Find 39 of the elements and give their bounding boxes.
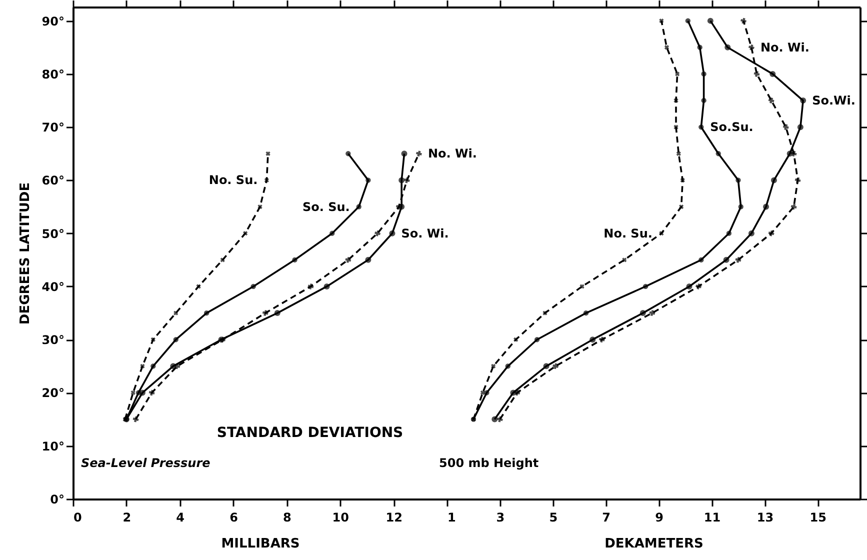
series-label: No. Su.	[604, 226, 652, 240]
series-label: So.Su.	[710, 120, 754, 134]
x-tick-label: 3	[496, 510, 505, 524]
x-tick-label: 5	[549, 510, 558, 524]
series-label: No. Wi.	[760, 40, 810, 54]
x-tick-label: 1	[448, 510, 456, 524]
x-tick-label: 2	[122, 510, 132, 524]
x-tick-label: 6	[230, 510, 238, 524]
annotation: Sea-Level Pressure	[81, 456, 210, 470]
x-tick-label: 7	[602, 510, 611, 524]
y-tick-label: 10°	[42, 439, 64, 454]
x-tick-label: 13	[756, 510, 774, 524]
series-label: So. Su.	[302, 200, 350, 214]
x-tick-label: 8	[283, 510, 292, 524]
y-tick-label: 50°	[42, 226, 64, 241]
y-tick-label: 40°	[42, 280, 64, 294]
x-tick-label: 11	[704, 510, 721, 524]
series-label: So. Wi.	[401, 226, 449, 240]
x-tick-label: 15	[810, 510, 826, 524]
x-tick-label: 0	[74, 510, 82, 524]
y-axis-title: DEGREES LATITUDE	[18, 182, 33, 325]
x-tick-label: 4	[176, 510, 185, 524]
x-tick-label: 12	[386, 510, 402, 524]
x-tick-label: 9	[655, 510, 664, 524]
y-tick-label: 20°	[42, 386, 64, 400]
x-tick-label: 10	[332, 510, 349, 524]
y-tick-label: 80°	[42, 67, 64, 82]
y-tick-label: 0°	[50, 492, 64, 506]
series-label: No. Su.	[208, 173, 258, 188]
series-label: So.Wi.	[812, 94, 856, 108]
series-label: No. Wi.	[428, 146, 477, 161]
y-tick-label: 60°	[42, 174, 64, 188]
y-tick-label: 90°	[42, 14, 64, 28]
x-axis-title: DEKAMETERS	[604, 536, 704, 552]
annotation: 500 mb Height	[439, 456, 539, 470]
y-tick-label: 70°	[42, 120, 64, 135]
x-axis-title: MILLIBARS	[221, 536, 300, 552]
annotation: STANDARD DEVIATIONS	[216, 425, 404, 441]
y-tick-label: 30°	[42, 333, 64, 348]
